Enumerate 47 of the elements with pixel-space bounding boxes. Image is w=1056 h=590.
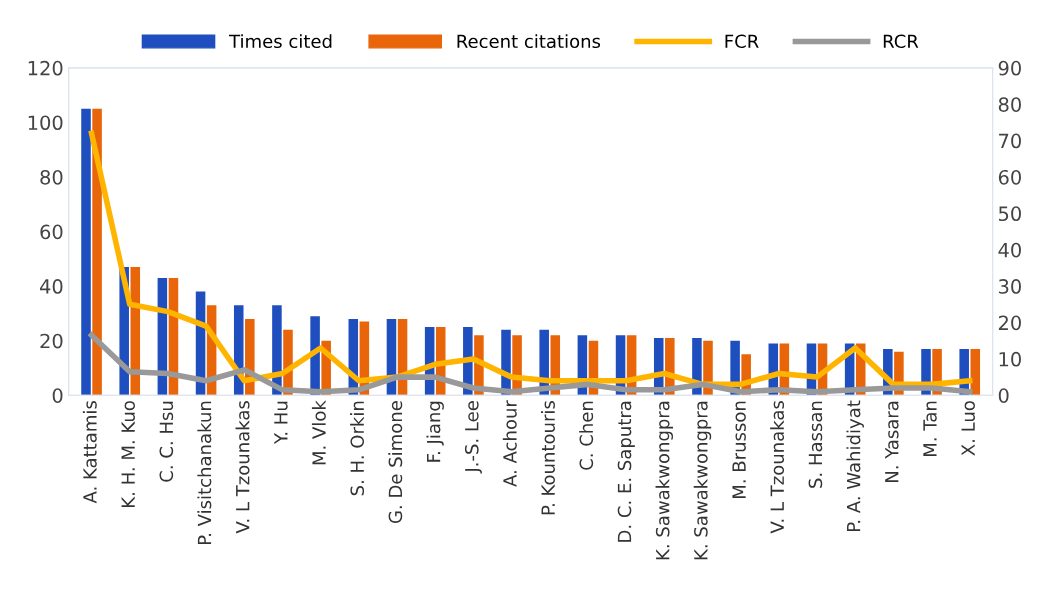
y-tick-label: 80 xyxy=(40,169,63,185)
x-tick-label: M. Vlok xyxy=(311,400,326,465)
y2-tick-label: 20 xyxy=(998,315,1021,331)
x-tick-label: K. Sawakwongpra xyxy=(693,401,712,560)
y2-tick-label: 30 xyxy=(998,279,1021,294)
legend-label: Recent citations xyxy=(457,34,601,49)
x-tick-label: J.-S. Lee xyxy=(464,401,482,474)
x-tick-label: M. Tan xyxy=(923,401,937,456)
x-tick-label: F. Jiang xyxy=(426,401,444,462)
x-tick-label: X. Luo xyxy=(961,401,975,456)
x-tick-label: P. Visitchanakun xyxy=(197,401,212,545)
x-tick-label: S. Hassan xyxy=(808,401,823,488)
y-tick-label: 100 xyxy=(28,115,63,131)
legend-label: Times cited xyxy=(229,34,332,49)
y2-tick-label: 50 xyxy=(999,206,1021,222)
y2-tick-label: 10 xyxy=(999,351,1021,367)
y-tick-label: 20 xyxy=(40,333,63,349)
x-tick-label: P. Kountouris xyxy=(540,401,555,515)
x-tick-label: G. De Simone xyxy=(388,401,403,524)
x-tick-label: P. A. Wahidiyat xyxy=(846,400,864,531)
y-tick-label: 40 xyxy=(39,279,63,294)
x-tick-label: V. L Tzounakas xyxy=(770,401,785,534)
bar xyxy=(81,108,91,396)
y2-tick-label: 90 xyxy=(998,60,1021,76)
x-tick-label: C. C. Hsu xyxy=(159,401,174,482)
x-tick-label: S. H. Orkin xyxy=(350,401,365,496)
x-tick-label: K. H. M. Kuo xyxy=(121,401,135,507)
x-tick-label: C. Chen xyxy=(579,401,594,470)
legend-label: FCR xyxy=(725,34,759,49)
x-tick-label: M. Brusson xyxy=(732,401,746,498)
x-tick-label: V. L Tzounakas xyxy=(235,401,250,534)
x-tick-label: A. Achour xyxy=(502,400,517,487)
y2-tick-label: 60 xyxy=(998,169,1021,185)
y-tick-label: 120 xyxy=(28,60,63,76)
x-tick-label: N. Yasara xyxy=(885,401,899,482)
y2-tick-label: 40 xyxy=(998,242,1021,258)
legend-label: RCR xyxy=(883,34,919,49)
y2-tick-label: 0 xyxy=(998,388,1009,403)
y2-tick-label: 80 xyxy=(998,97,1021,112)
y2-tick-label: 70 xyxy=(999,133,1021,149)
x-tick-label: D. C. E. Saputra xyxy=(617,401,635,542)
y-tick-label: 60 xyxy=(40,224,63,240)
x-tick-label: Y. Hu xyxy=(274,401,288,445)
x-tick-label: K. Sawakwongpra xyxy=(655,401,674,560)
bar xyxy=(970,348,981,396)
y-tick-label: 0 xyxy=(52,388,63,403)
x-tick-label: A. Kattamis xyxy=(82,401,97,504)
